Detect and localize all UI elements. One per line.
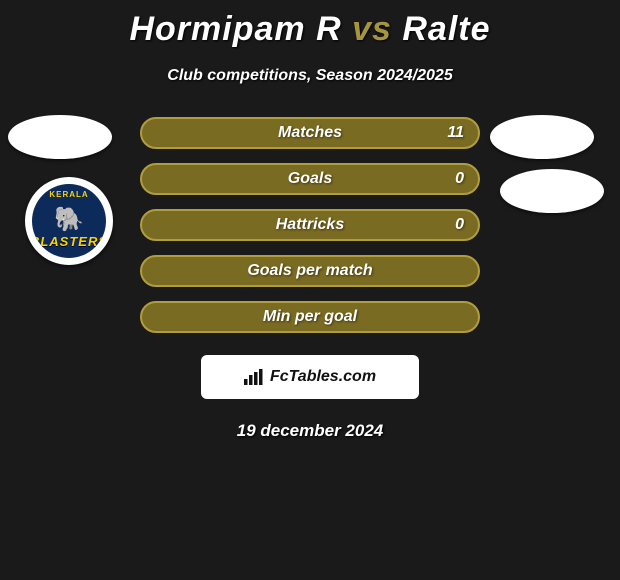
stat-row-goals: Goals 0: [140, 163, 480, 195]
crest-arc-text: KERALA: [49, 190, 88, 199]
site-attribution[interactable]: FcTables.com: [201, 355, 419, 399]
stat-label: Min per goal: [263, 308, 357, 326]
stat-row-hattricks: Hattricks 0: [140, 209, 480, 241]
stat-label: Hattricks: [276, 216, 344, 234]
elephant-icon: 🐘: [54, 208, 84, 232]
avatar-placeholder-right-top: [490, 115, 594, 159]
stat-row-gpm: Goals per match: [140, 255, 480, 287]
avatar-placeholder-right-bottom: [500, 169, 604, 213]
stat-value: 0: [455, 170, 464, 188]
stat-value: 0: [455, 216, 464, 234]
avatar-placeholder-left: [8, 115, 112, 159]
page-title: Hormipam R vs Ralte: [0, 0, 620, 49]
title-left: Hormipam R: [129, 10, 341, 48]
site-text: FcTables.com: [270, 368, 376, 386]
title-vs: vs: [352, 10, 392, 48]
stat-value: 11: [447, 124, 464, 142]
subtitle: Club competitions, Season 2024/2025: [0, 67, 620, 85]
stat-label: Goals per match: [247, 262, 372, 280]
stats-list: Matches 11 Goals 0 Hattricks 0 Goals per…: [140, 117, 480, 333]
bar-chart-icon: [244, 369, 264, 385]
stat-label: Matches: [278, 124, 342, 142]
date-text: 19 december 2024: [0, 421, 620, 441]
title-right: Ralte: [402, 10, 490, 48]
stat-row-matches: Matches 11: [140, 117, 480, 149]
stat-row-mpg: Min per goal: [140, 301, 480, 333]
crest-kerala-blasters: KERALA 🐘 BLASTERS: [32, 184, 106, 258]
crest-main-text: BLASTERS: [32, 234, 106, 249]
team-crest-left: KERALA 🐘 BLASTERS: [25, 177, 113, 265]
stat-label: Goals: [288, 170, 332, 188]
